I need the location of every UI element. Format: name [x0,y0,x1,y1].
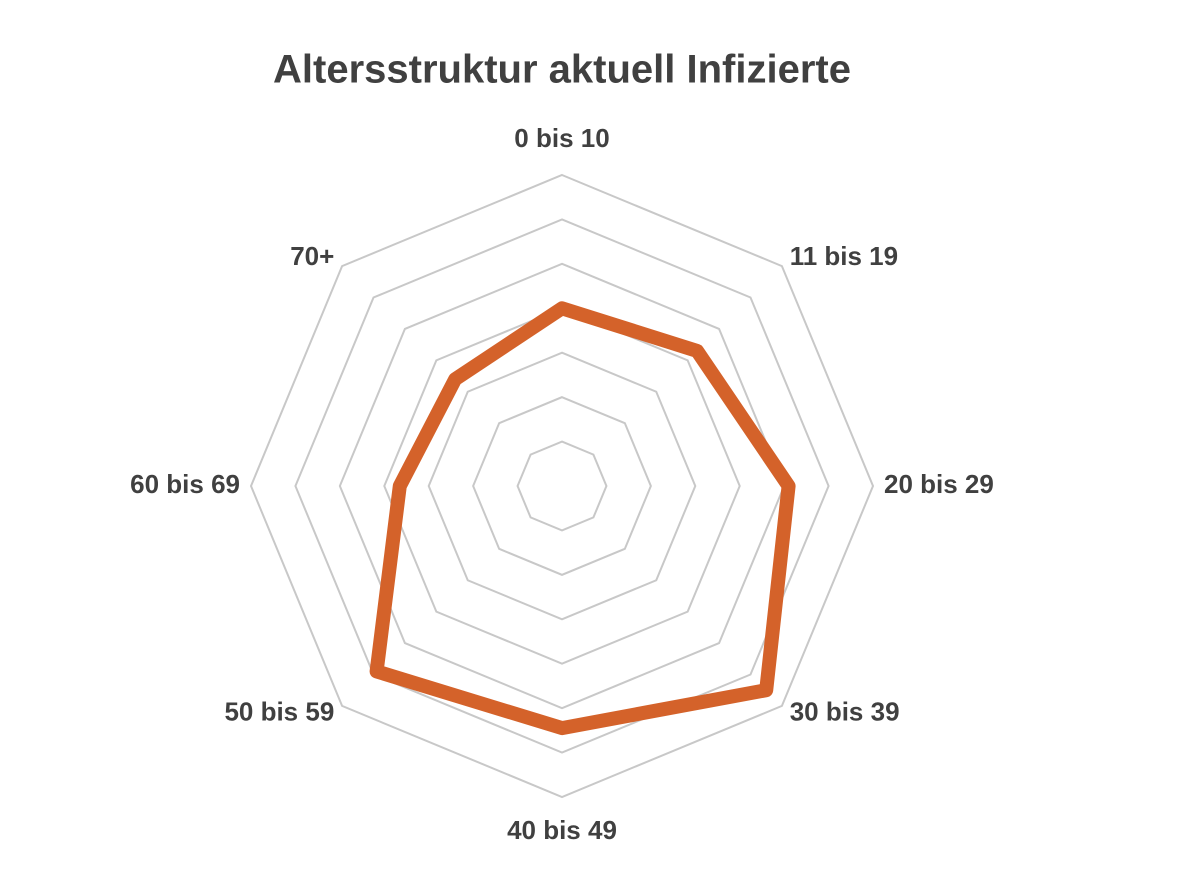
chart-title: Altersstruktur aktuell Infizierte [273,48,851,92]
data-line [369,301,796,736]
axis-label: 20 bis 29 [884,469,994,499]
axis-label: 30 bis 39 [790,697,900,727]
axis-label: 11 bis 19 [790,241,898,271]
grid-ring [249,173,875,799]
grid-ring [472,396,652,576]
axis-label: 60 bis 69 [130,469,240,499]
axis-label: 0 bis 10 [514,123,609,153]
axis-label: 50 bis 59 [224,697,334,727]
grid-ring [383,307,741,665]
grid-ring [427,351,697,621]
axis-label: 40 bis 49 [507,815,617,845]
grid-ring [338,262,786,710]
axis-label: 70+ [290,241,334,271]
grid-ring [294,218,830,754]
grid-ring [516,440,608,532]
